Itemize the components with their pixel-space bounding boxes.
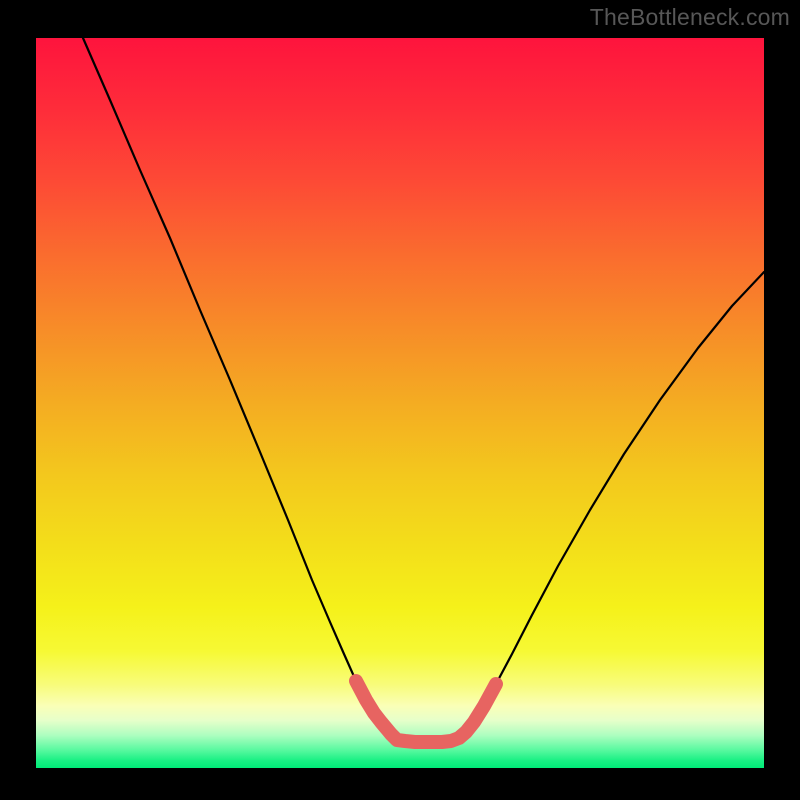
- chart-canvas: TheBottleneck.com: [0, 0, 800, 800]
- chart-svg: [0, 0, 800, 800]
- gradient-background: [36, 38, 764, 768]
